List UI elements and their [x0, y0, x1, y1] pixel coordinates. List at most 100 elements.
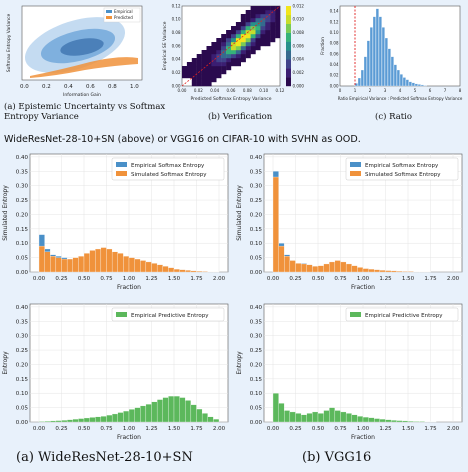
histogram-bar [123, 256, 130, 273]
histogram-bar [89, 417, 96, 423]
x-tick: 0.04 [210, 88, 219, 93]
y-tick: 0.02 [330, 73, 339, 78]
histogram-bar [190, 404, 197, 423]
colorbar-segment [286, 14, 291, 24]
y-tick: 0.20 [16, 212, 29, 218]
heatmap-cell [216, 62, 222, 67]
histogram-bar [106, 414, 113, 423]
x-tick: 0.00 [267, 276, 280, 282]
histogram-bar [78, 256, 85, 273]
ratio-bar [381, 27, 385, 87]
heatmap-cell [250, 34, 256, 39]
colorbar-tick: 0.012 [293, 3, 305, 8]
y-tick: 0.08 [330, 41, 339, 46]
x-ticks: 0 1 2 3 4 5 6 7 8 [339, 88, 462, 93]
heatmap-cell [201, 78, 207, 83]
x-ticks: 0.00 0.02 0.04 0.06 0.08 0.10 0.12 [178, 88, 285, 93]
histogram-bar [213, 418, 220, 423]
heatmap-cell [260, 42, 266, 47]
y-tick: 0.25 [250, 198, 263, 204]
heatmap-cell [245, 42, 251, 47]
heatmap-cell [211, 54, 217, 59]
heatmap-cell [270, 6, 276, 11]
heatmap-cell [275, 18, 281, 23]
histogram-bar [329, 261, 336, 273]
ratio-bar [357, 77, 361, 87]
heatmap-cell [211, 50, 217, 55]
heatmap-cell [260, 26, 266, 31]
ratio-bar [390, 56, 394, 87]
ratio-bar [360, 69, 364, 87]
heatmap-cell [206, 62, 212, 67]
y-tick: 0.20 [250, 362, 263, 368]
histogram-bar [272, 393, 279, 423]
heatmap-cell [186, 66, 192, 71]
heatmap-cell [240, 26, 246, 31]
predicted-density [30, 57, 138, 78]
x-tick: 1.00 [357, 426, 370, 432]
histogram-bar [385, 419, 392, 423]
heatmap-cell [231, 26, 237, 31]
histogram-bar [396, 420, 403, 423]
heatmap-cell [265, 30, 271, 35]
histogram-bar [66, 258, 73, 273]
ratio-bar [372, 16, 376, 87]
heatmap-cell [250, 6, 256, 11]
x-tick: 1.00 [123, 276, 136, 282]
histogram-bar [95, 416, 102, 423]
heatmap-cell [231, 34, 237, 39]
heatmap-cell [265, 38, 271, 43]
heatmap-cell [265, 34, 271, 39]
histogram-bar [334, 410, 341, 423]
heatmap-cell [245, 10, 251, 15]
histogram-bar [185, 270, 192, 273]
y-tick: 0.30 [16, 184, 29, 190]
histogram-bar [289, 260, 296, 273]
heatmap-cell [270, 26, 276, 31]
y-tick: 0.14 [330, 9, 339, 14]
legend-swatch [116, 312, 127, 317]
ratio-bar [420, 84, 424, 87]
x-tick: 6 [429, 88, 432, 93]
heatmap-cell [182, 70, 188, 75]
caption-bottom-right: (b) VGG16 [302, 450, 372, 465]
x-tick: 0.50 [78, 426, 91, 432]
y-tick: 0.15 [16, 227, 29, 233]
histogram-bar [272, 176, 279, 273]
y-tick: 0.06 [330, 51, 339, 56]
ratio-bar [378, 16, 382, 87]
heatmap-cell [226, 50, 232, 55]
colorbar-tick: 0.000 [293, 83, 305, 88]
histogram-bar [284, 256, 291, 273]
heatmap-cell [265, 14, 271, 19]
heatmap-cell [206, 70, 212, 75]
histogram-bar [38, 421, 45, 423]
histogram-bar [128, 409, 135, 423]
y-tick: 0.15 [250, 377, 263, 383]
histogram-bar [168, 395, 175, 423]
histogram-bar [300, 414, 307, 423]
x-tick: 1.00 [357, 276, 370, 282]
histogram-bar [111, 413, 118, 423]
heatmap-cell [250, 18, 256, 23]
y-tick: 0.10 [172, 17, 181, 22]
heatmap-cell [235, 50, 241, 55]
histogram-bar [179, 397, 186, 423]
x-axis-label: Predicted Softmax Entropy Variance [190, 96, 271, 102]
heatmap-cell [235, 46, 241, 51]
x-tick: 0.50 [312, 276, 325, 282]
y-tick: 0.00 [172, 83, 181, 88]
y-tick: 0.10 [250, 241, 263, 247]
heatmap-cell [206, 50, 212, 55]
x-tick: 0.4 [64, 84, 73, 90]
legend-swatch-empirical [106, 10, 112, 13]
legend-label: Simulated Softmax Entropy [131, 172, 207, 178]
legend-label: Predicted [114, 15, 133, 20]
histogram-bar [140, 405, 147, 423]
colorbar-segment [286, 32, 291, 42]
y-axis-label: Simulated Entropy [236, 185, 243, 241]
x-axis-label: Fraction [351, 434, 375, 441]
heatmap-cell [201, 58, 207, 63]
colorbar-ticks: 0.000 0.002 0.004 0.006 0.008 0.010 0.012 [293, 3, 305, 88]
heatmap-cell [216, 66, 222, 71]
